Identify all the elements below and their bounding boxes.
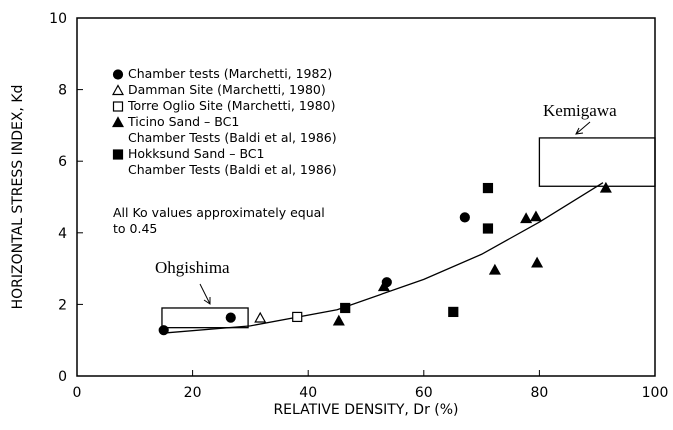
x-tick-label: 20 [184, 385, 202, 401]
region-label: Kemigawa [543, 101, 617, 120]
legend-marker [112, 84, 124, 96]
y-tick-label: 2 [58, 297, 67, 313]
x-tick-label: 0 [73, 385, 82, 401]
legend: Chamber tests (Marchetti, 1982) Damman Si… [112, 66, 337, 178]
data-point [332, 314, 345, 326]
legend-marker [112, 149, 124, 160]
x-tick-label: 80 [530, 385, 548, 401]
legend-marker [112, 101, 124, 112]
x-tick-label: 40 [299, 385, 317, 401]
y-tick-label: 8 [58, 83, 67, 99]
legend-label: Chamber tests (Marchetti, 1982) [128, 66, 333, 81]
legend-symbol [112, 116, 124, 128]
data-point [482, 223, 494, 234]
x-axis-label: RELATIVE DENSITY, Dr (%) [273, 402, 458, 418]
x-tick-label: 100 [642, 385, 669, 401]
legend-label: Damman Site (Marchetti, 1980) [128, 82, 326, 97]
legend-symbol [112, 149, 124, 160]
legend-entry: Hokksund Sand – BC1 Chamber Tests (Baldi… [112, 146, 337, 178]
data-point [225, 312, 236, 323]
trend-curve [163, 182, 604, 334]
note-line: All Ko values approximately equal [113, 205, 325, 220]
note: All Ko values approximately equal to 0.45 [113, 205, 325, 237]
legend-label: Hokksund Sand – BC1 Chamber Tests (Baldi… [128, 146, 337, 177]
y-tick-label: 6 [58, 154, 67, 170]
legend-entry: Damman Site (Marchetti, 1980) [112, 82, 337, 98]
data-point [529, 210, 542, 222]
note-line: to 0.45 [113, 221, 158, 236]
legend-entry: Ticino Sand – BC1 Chamber Tests (Baldi e… [112, 114, 337, 146]
legend-symbol [112, 84, 124, 96]
legend-marker [112, 69, 124, 80]
y-tick-label: 10 [49, 11, 67, 27]
legend-symbol [112, 69, 124, 80]
data-point [377, 280, 390, 292]
data-point [292, 311, 303, 323]
plot-frame [76, 17, 656, 377]
arrowhead [203, 297, 211, 305]
data-point [254, 311, 267, 323]
region-label: Ohgishima [155, 258, 230, 277]
y-tick-label: 0 [58, 369, 67, 385]
data-point [459, 212, 470, 223]
data-point [340, 302, 351, 314]
y-tick-label: 4 [58, 226, 67, 242]
data-point [158, 325, 169, 336]
legend-label: Torre Oglio Site (Marchetti, 1980) [128, 98, 336, 113]
arrow [199, 283, 211, 305]
legend-marker [112, 116, 124, 128]
x-tick-label: 60 [415, 385, 433, 401]
data-point [488, 263, 501, 275]
arrow [575, 121, 591, 135]
legend-entry: Chamber tests (Marchetti, 1982) [112, 66, 337, 82]
legend-label: Ticino Sand – BC1 Chamber Tests (Baldi e… [128, 114, 337, 145]
y-axis-label: HORIZONTAL STRESS INDEX, Kd [10, 85, 26, 310]
data-point [520, 212, 533, 224]
arrowhead [575, 127, 584, 135]
legend-entry: Torre Oglio Site (Marchetti, 1980) [112, 98, 337, 114]
data-point [531, 256, 544, 268]
region-box [538, 137, 656, 187]
data-point [482, 182, 494, 194]
data-point [599, 181, 612, 193]
region-box [161, 307, 249, 329]
legend-symbol [112, 101, 124, 112]
data-point [448, 306, 459, 318]
